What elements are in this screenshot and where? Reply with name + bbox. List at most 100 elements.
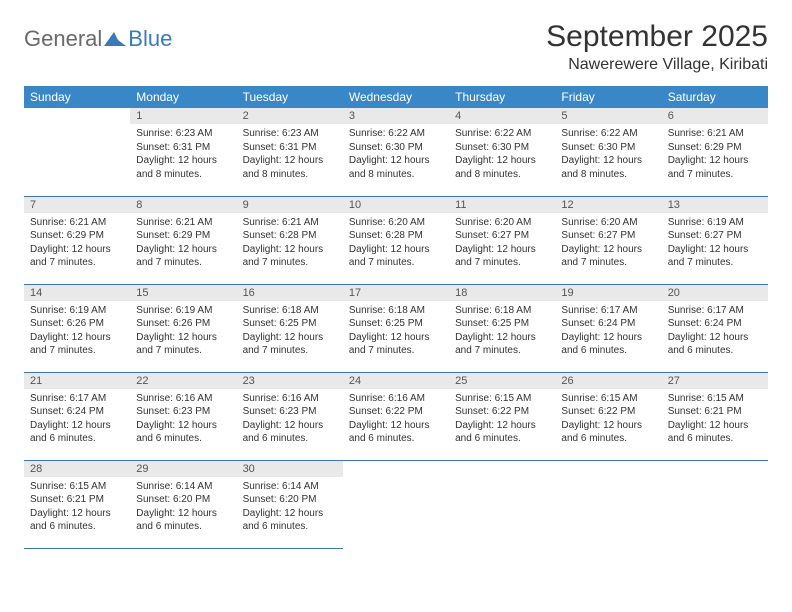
day-number: 10 [343, 197, 449, 213]
calendar-cell: 18Sunrise: 6:18 AMSunset: 6:25 PMDayligh… [449, 284, 555, 372]
day-number: 14 [24, 285, 130, 301]
day-data: Sunrise: 6:21 AMSunset: 6:29 PMDaylight:… [662, 124, 768, 187]
day-number: 24 [343, 373, 449, 389]
weekday-header: Saturday [662, 86, 768, 108]
calendar-cell [555, 460, 661, 548]
day-number-empty [24, 108, 130, 124]
day-data: Sunrise: 6:15 AMSunset: 6:22 PMDaylight:… [555, 389, 661, 452]
weekday-header: Thursday [449, 86, 555, 108]
day-data: Sunrise: 6:19 AMSunset: 6:26 PMDaylight:… [24, 301, 130, 364]
calendar-week-row: 14Sunrise: 6:19 AMSunset: 6:26 PMDayligh… [24, 284, 768, 372]
day-number: 8 [130, 197, 236, 213]
calendar-cell [343, 460, 449, 548]
calendar-cell: 2Sunrise: 6:23 AMSunset: 6:31 PMDaylight… [237, 108, 343, 196]
calendar-cell: 13Sunrise: 6:19 AMSunset: 6:27 PMDayligh… [662, 196, 768, 284]
day-data: Sunrise: 6:18 AMSunset: 6:25 PMDaylight:… [343, 301, 449, 364]
day-data: Sunrise: 6:15 AMSunset: 6:21 PMDaylight:… [24, 477, 130, 540]
day-number: 12 [555, 197, 661, 213]
calendar-cell: 5Sunrise: 6:22 AMSunset: 6:30 PMDaylight… [555, 108, 661, 196]
day-data: Sunrise: 6:15 AMSunset: 6:22 PMDaylight:… [449, 389, 555, 452]
calendar-cell: 20Sunrise: 6:17 AMSunset: 6:24 PMDayligh… [662, 284, 768, 372]
day-data: Sunrise: 6:22 AMSunset: 6:30 PMDaylight:… [555, 124, 661, 187]
day-number: 29 [130, 461, 236, 477]
calendar-cell: 14Sunrise: 6:19 AMSunset: 6:26 PMDayligh… [24, 284, 130, 372]
calendar-cell: 17Sunrise: 6:18 AMSunset: 6:25 PMDayligh… [343, 284, 449, 372]
day-number: 28 [24, 461, 130, 477]
calendar-body: 1Sunrise: 6:23 AMSunset: 6:31 PMDaylight… [24, 108, 768, 548]
day-data: Sunrise: 6:21 AMSunset: 6:29 PMDaylight:… [130, 213, 236, 276]
calendar-cell: 27Sunrise: 6:15 AMSunset: 6:21 PMDayligh… [662, 372, 768, 460]
day-number: 1 [130, 108, 236, 124]
calendar-cell: 22Sunrise: 6:16 AMSunset: 6:23 PMDayligh… [130, 372, 236, 460]
day-data: Sunrise: 6:20 AMSunset: 6:27 PMDaylight:… [555, 213, 661, 276]
day-number: 30 [237, 461, 343, 477]
calendar-cell: 11Sunrise: 6:20 AMSunset: 6:27 PMDayligh… [449, 196, 555, 284]
calendar-cell: 24Sunrise: 6:16 AMSunset: 6:22 PMDayligh… [343, 372, 449, 460]
calendar-cell: 29Sunrise: 6:14 AMSunset: 6:20 PMDayligh… [130, 460, 236, 548]
day-number-empty [555, 461, 661, 477]
calendar-cell: 4Sunrise: 6:22 AMSunset: 6:30 PMDaylight… [449, 108, 555, 196]
month-title: September 2025 [546, 20, 768, 54]
day-number: 6 [662, 108, 768, 124]
day-data: Sunrise: 6:23 AMSunset: 6:31 PMDaylight:… [130, 124, 236, 187]
weekday-header: Tuesday [237, 86, 343, 108]
calendar-cell [662, 460, 768, 548]
day-data: Sunrise: 6:19 AMSunset: 6:27 PMDaylight:… [662, 213, 768, 276]
day-number: 2 [237, 108, 343, 124]
calendar-cell: 6Sunrise: 6:21 AMSunset: 6:29 PMDaylight… [662, 108, 768, 196]
day-data: Sunrise: 6:17 AMSunset: 6:24 PMDaylight:… [555, 301, 661, 364]
brand-triangle-icon [104, 30, 126, 48]
day-number: 19 [555, 285, 661, 301]
calendar-cell: 12Sunrise: 6:20 AMSunset: 6:27 PMDayligh… [555, 196, 661, 284]
day-number: 25 [449, 373, 555, 389]
day-data: Sunrise: 6:21 AMSunset: 6:28 PMDaylight:… [237, 213, 343, 276]
day-number: 13 [662, 197, 768, 213]
day-number: 5 [555, 108, 661, 124]
day-number: 16 [237, 285, 343, 301]
day-number: 17 [343, 285, 449, 301]
day-number: 26 [555, 373, 661, 389]
day-number: 9 [237, 197, 343, 213]
calendar-cell: 26Sunrise: 6:15 AMSunset: 6:22 PMDayligh… [555, 372, 661, 460]
header: General Blue September 2025 Nawerewere V… [24, 20, 768, 74]
brand-part2: Blue [128, 26, 172, 52]
day-number: 18 [449, 285, 555, 301]
calendar-cell: 10Sunrise: 6:20 AMSunset: 6:28 PMDayligh… [343, 196, 449, 284]
day-number: 7 [24, 197, 130, 213]
weekday-header: Friday [555, 86, 661, 108]
day-data: Sunrise: 6:14 AMSunset: 6:20 PMDaylight:… [237, 477, 343, 540]
day-number: 11 [449, 197, 555, 213]
day-data: Sunrise: 6:22 AMSunset: 6:30 PMDaylight:… [449, 124, 555, 187]
calendar-week-row: 21Sunrise: 6:17 AMSunset: 6:24 PMDayligh… [24, 372, 768, 460]
day-number: 27 [662, 373, 768, 389]
day-data: Sunrise: 6:18 AMSunset: 6:25 PMDaylight:… [237, 301, 343, 364]
day-number-empty [343, 461, 449, 477]
calendar-cell [449, 460, 555, 548]
title-block: September 2025 Nawerewere Village, Kirib… [546, 20, 768, 74]
calendar-cell: 19Sunrise: 6:17 AMSunset: 6:24 PMDayligh… [555, 284, 661, 372]
calendar-cell: 30Sunrise: 6:14 AMSunset: 6:20 PMDayligh… [237, 460, 343, 548]
brand-part1: General [24, 26, 102, 52]
day-data: Sunrise: 6:20 AMSunset: 6:27 PMDaylight:… [449, 213, 555, 276]
day-number: 3 [343, 108, 449, 124]
calendar-week-row: 1Sunrise: 6:23 AMSunset: 6:31 PMDaylight… [24, 108, 768, 196]
weekday-header: Wednesday [343, 86, 449, 108]
calendar-cell: 3Sunrise: 6:22 AMSunset: 6:30 PMDaylight… [343, 108, 449, 196]
weekday-header: Monday [130, 86, 236, 108]
calendar-cell: 8Sunrise: 6:21 AMSunset: 6:29 PMDaylight… [130, 196, 236, 284]
day-number: 15 [130, 285, 236, 301]
day-number: 4 [449, 108, 555, 124]
calendar-cell: 23Sunrise: 6:16 AMSunset: 6:23 PMDayligh… [237, 372, 343, 460]
calendar-cell: 25Sunrise: 6:15 AMSunset: 6:22 PMDayligh… [449, 372, 555, 460]
day-number-empty [662, 461, 768, 477]
day-data: Sunrise: 6:16 AMSunset: 6:22 PMDaylight:… [343, 389, 449, 452]
day-number: 22 [130, 373, 236, 389]
location-label: Nawerewere Village, Kiribati [546, 56, 768, 74]
day-number: 23 [237, 373, 343, 389]
day-data: Sunrise: 6:18 AMSunset: 6:25 PMDaylight:… [449, 301, 555, 364]
weekday-header: Sunday [24, 86, 130, 108]
day-data: Sunrise: 6:20 AMSunset: 6:28 PMDaylight:… [343, 213, 449, 276]
calendar-cell: 15Sunrise: 6:19 AMSunset: 6:26 PMDayligh… [130, 284, 236, 372]
calendar-week-row: 7Sunrise: 6:21 AMSunset: 6:29 PMDaylight… [24, 196, 768, 284]
day-data: Sunrise: 6:15 AMSunset: 6:21 PMDaylight:… [662, 389, 768, 452]
